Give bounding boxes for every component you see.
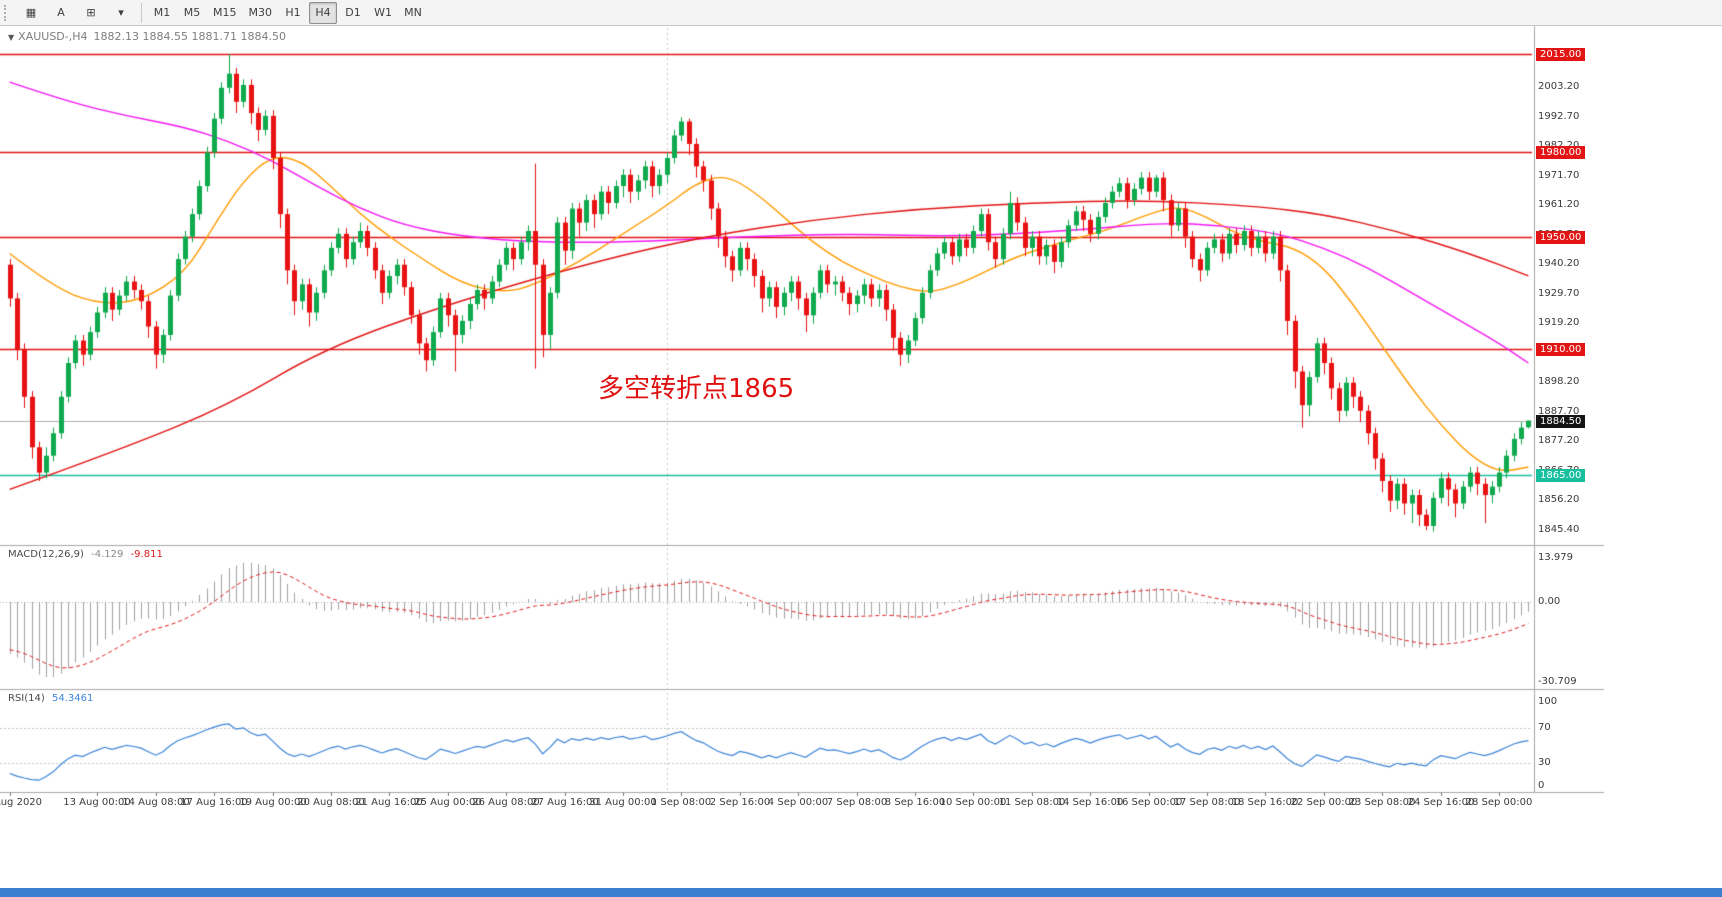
timeframe-button-h1[interactable]: H1 xyxy=(285,6,301,19)
timeframe-button-m1[interactable]: M1 xyxy=(153,6,171,19)
top-toolbar: ▦ A ⊞ ▾ M1 M5 M15 M30 H1 H4 D1 W1 MN xyxy=(0,0,1722,26)
timeframe-button-m5[interactable]: M5 xyxy=(183,6,201,19)
timeframe-button-h4[interactable]: H4 xyxy=(309,1,337,24)
timeframe-button-m15[interactable]: M15 xyxy=(213,6,237,19)
timeframe-button-w1[interactable]: W1 xyxy=(374,6,392,19)
drawing-tools-group: ▦ A ⊞ ▾ xyxy=(17,2,135,24)
chart-grid-icon[interactable]: ▦ xyxy=(25,6,37,19)
timeframe-buttons-group: M1 M5 M15 M30 H1 H4 D1 W1 MN xyxy=(148,1,427,24)
drawing-dropdown-icon[interactable]: ▾ xyxy=(118,6,124,19)
timeframe-button-m30[interactable]: M30 xyxy=(248,6,273,19)
timeframe-button-d1[interactable]: D1 xyxy=(345,6,361,19)
toolbar-grip[interactable] xyxy=(4,4,11,21)
toolbar-separator xyxy=(141,2,142,23)
text-annotation-icon[interactable]: A xyxy=(57,6,65,19)
shapes-tool-icon[interactable]: ⊞ xyxy=(86,6,96,19)
timeframe-button-mn[interactable]: MN xyxy=(404,6,422,19)
